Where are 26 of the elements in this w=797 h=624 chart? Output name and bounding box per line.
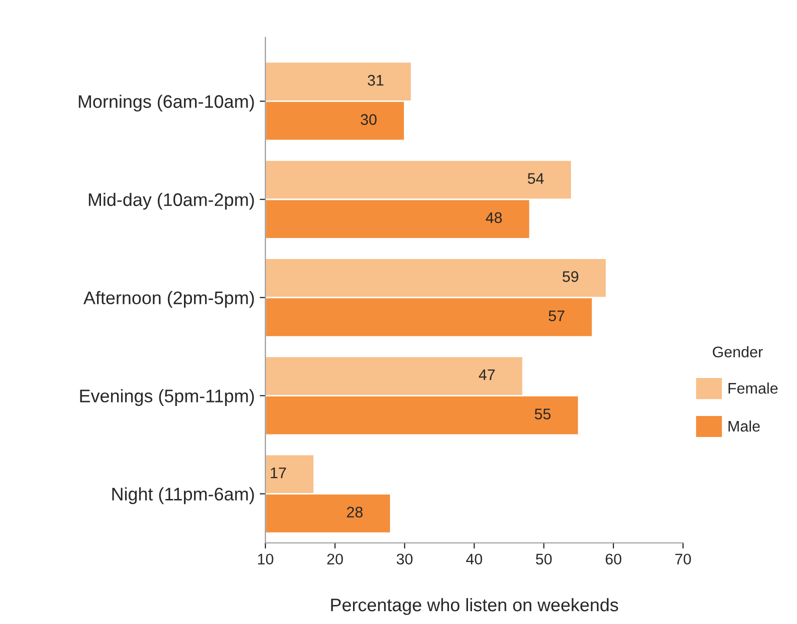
legend-label: Female <box>728 382 778 394</box>
x-tick-label: 20 <box>327 554 343 565</box>
y-tick-label: Night (11pm-6am) <box>112 487 254 504</box>
y-tick-label: Afternoon (2pm-5pm) <box>83 290 254 308</box>
y-tick-label: Mid-day (10am-2pm) <box>88 192 254 210</box>
x-tick-label: 10 <box>258 554 274 565</box>
x-tick-label: 40 <box>466 554 482 565</box>
legend-title: Gender <box>712 346 763 358</box>
data-label: 31 <box>368 74 384 86</box>
data-label: 59 <box>562 271 578 282</box>
x-tick-label: 60 <box>606 554 622 565</box>
x-tick-label: 70 <box>675 554 691 565</box>
data-label: 47 <box>478 369 495 380</box>
x-tick-label: 30 <box>396 554 413 565</box>
x-axis-title: Percentage who listen on weekends <box>331 598 618 615</box>
data-label: 57 <box>548 310 564 322</box>
x-tick-label: 50 <box>536 554 552 565</box>
data-label: 48 <box>486 212 502 224</box>
y-tick-label: Evenings (5pm-11pm) <box>80 389 254 406</box>
data-label: 55 <box>534 408 551 420</box>
data-label: 54 <box>528 173 544 184</box>
data-label: 28 <box>347 506 363 518</box>
legend-label: Male <box>728 420 760 432</box>
data-label: 30 <box>360 114 377 125</box>
data-label: 17 <box>270 468 286 478</box>
y-tick-label: Mornings (6am-10am) <box>78 94 254 112</box>
